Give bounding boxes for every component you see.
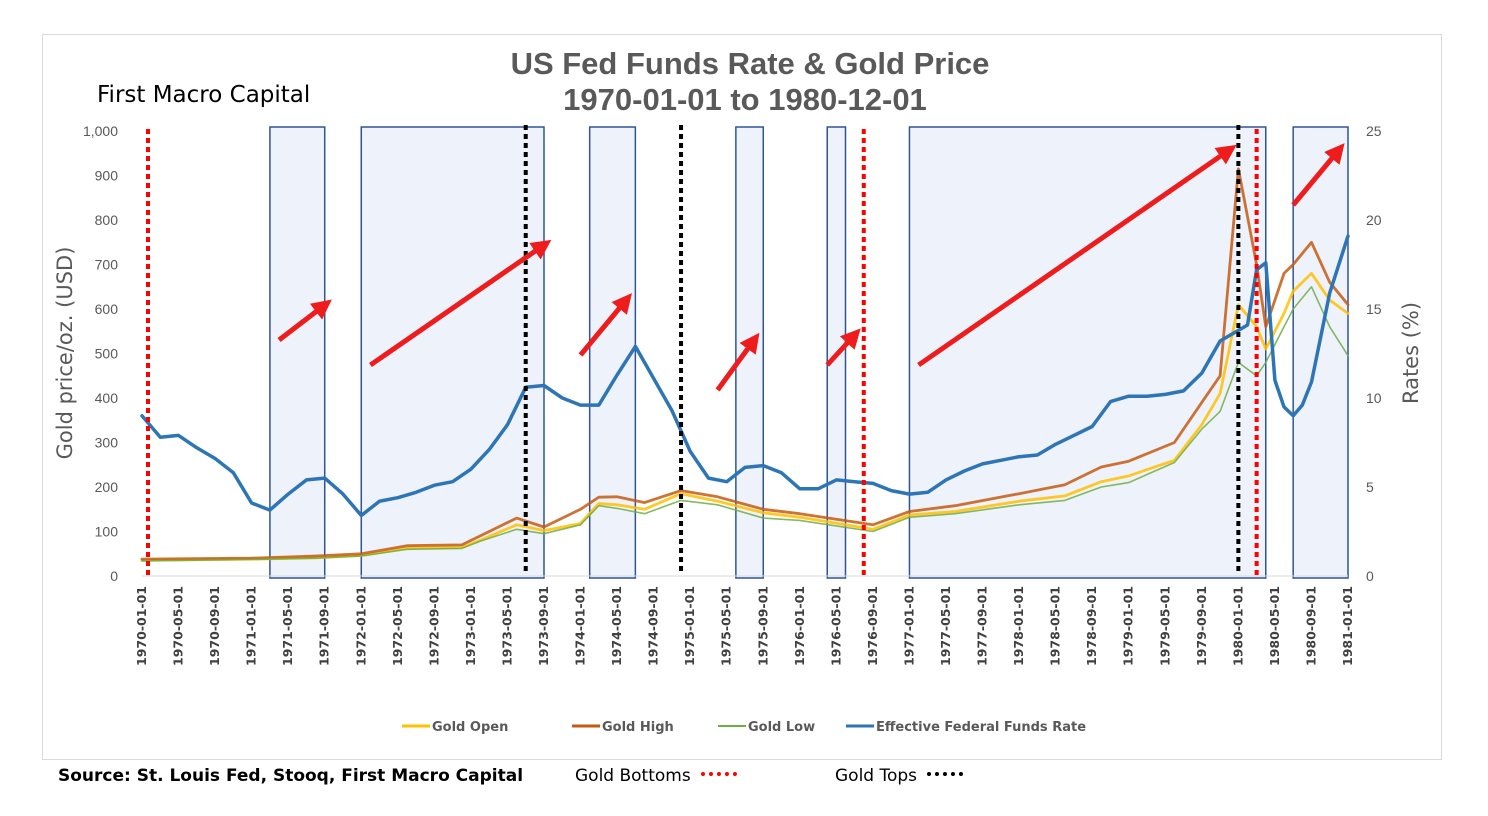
y-tick-label: 0 xyxy=(110,568,118,584)
x-tick-label: 1972-09-01 xyxy=(426,586,441,666)
x-tick-label: 1979-09-01 xyxy=(1194,586,1209,666)
y-tick-label: 1,000 xyxy=(83,123,118,139)
source-note: Source: St. Louis Fed, Stooq, First Macr… xyxy=(58,766,524,786)
x-tick-label: 1975-09-01 xyxy=(755,586,770,666)
series-line-effective-federal-funds-rate xyxy=(140,234,1350,518)
x-tick-label: 1980-09-01 xyxy=(1304,586,1319,666)
event-markers xyxy=(146,125,1259,578)
chart-title: US Fed Funds Rate & Gold Price xyxy=(511,46,990,81)
brand-label: First Macro Capital xyxy=(97,82,310,108)
y-tick-label: 600 xyxy=(95,301,119,317)
x-tick-label: 1974-01-01 xyxy=(573,586,588,666)
chart-subtitle: 1970-01-01 to 1980-12-01 xyxy=(563,82,927,117)
x-tick-label: 1973-09-01 xyxy=(536,586,551,666)
shaded-period-7 xyxy=(1292,126,1349,579)
y-axis-ticks: 0 100 200 300 400 500 600 700 800 900 1,000 xyxy=(83,123,118,584)
x-tick-label: 1970-01-01 xyxy=(134,586,149,666)
x-tick-label: 1974-09-01 xyxy=(646,586,661,666)
series-line-gold-low xyxy=(141,285,1349,562)
x-tick-label: 1971-09-01 xyxy=(317,586,332,666)
legend: Gold Open Gold High Gold Low Effective Fede… xyxy=(402,720,1086,735)
x-tick-label: 1979-05-01 xyxy=(1157,586,1172,666)
x-tick-label: 1973-01-01 xyxy=(463,586,478,666)
series-lines xyxy=(140,167,1350,562)
y2-axis-ticks: 0 5 10 15 20 25 xyxy=(1366,123,1382,584)
trend-arrow-2 xyxy=(368,239,552,368)
x-tick-label: 1975-01-01 xyxy=(682,586,697,666)
x-tick-label: 1977-01-01 xyxy=(902,586,917,666)
trend-arrow-1 xyxy=(277,299,332,342)
x-tick-label: 1977-05-01 xyxy=(938,586,953,666)
y-tick-label: 200 xyxy=(95,479,119,495)
legend-label: Effective Federal Funds Rate xyxy=(876,720,1086,735)
chart-frame xyxy=(42,34,1442,760)
series-line-gold-open xyxy=(140,271,1350,562)
shaded-period-3 xyxy=(588,126,637,579)
shaded-period-1 xyxy=(269,126,326,579)
trend-arrow-7 xyxy=(1291,143,1345,207)
x-tick-label: 1976-01-01 xyxy=(792,586,807,666)
y-axis-title: Gold price/oz. (USD) xyxy=(53,247,77,460)
x-tick-label: 1971-01-01 xyxy=(244,586,259,666)
gold-tops-key: Gold Tops xyxy=(835,766,964,786)
x-tick-label: 1972-01-01 xyxy=(353,586,368,666)
y-tick-label: 800 xyxy=(95,212,119,228)
black-dotted-line-sample xyxy=(927,772,964,776)
x-tick-label: 1970-09-01 xyxy=(207,586,222,666)
x-tick-label: 1976-05-01 xyxy=(828,586,843,666)
trend-arrow-4 xyxy=(715,332,760,392)
x-tick-label: 1980-01-01 xyxy=(1230,586,1245,666)
series-line-gold-high xyxy=(140,167,1350,561)
x-tick-label: 1978-09-01 xyxy=(1084,586,1099,666)
footer: Source: St. Louis Fed, Stooq, First Macr… xyxy=(0,766,1488,796)
trend-arrow-5 xyxy=(825,328,861,367)
legend-label: Gold Open xyxy=(432,720,508,735)
gold-tops-label: Gold Tops xyxy=(835,766,918,786)
y-tick-label: 400 xyxy=(95,390,119,406)
y2-tick-label: 0 xyxy=(1366,568,1374,584)
y2-tick-label: 5 xyxy=(1366,479,1374,495)
y-tick-label: 700 xyxy=(95,257,119,273)
y2-axis-title: Rates (%) xyxy=(1399,302,1423,404)
x-tick-label: 1973-05-01 xyxy=(500,586,515,666)
y2-tick-label: 20 xyxy=(1366,212,1382,228)
x-tick-label: 1980-05-01 xyxy=(1267,586,1282,666)
x-tick-label: 1971-05-01 xyxy=(280,586,295,666)
y2-tick-label: 10 xyxy=(1366,390,1382,406)
y-tick-label: 500 xyxy=(95,346,119,362)
shaded-periods xyxy=(269,126,1349,579)
x-tick-label: 1981-01-01 xyxy=(1340,586,1355,666)
x-tick-label: 1970-05-01 xyxy=(171,586,186,666)
x-tick-label: 1978-05-01 xyxy=(1048,586,1063,666)
red-dotted-line-sample xyxy=(700,772,737,776)
x-tick-label: 1972-05-01 xyxy=(390,586,405,666)
x-tick-label: 1974-05-01 xyxy=(609,586,624,666)
x-tick-label: 1979-01-01 xyxy=(1121,586,1136,666)
y2-tick-label: 25 xyxy=(1366,123,1382,139)
gold-bottoms-key: Gold Bottoms xyxy=(575,766,737,786)
x-tick-label: 1976-09-01 xyxy=(865,586,880,666)
y2-tick-label: 15 xyxy=(1366,301,1382,317)
trend-arrows xyxy=(277,143,1345,392)
y-tick-label: 100 xyxy=(95,524,119,540)
trend-arrow-6 xyxy=(917,144,1237,368)
x-tick-label: 1975-05-01 xyxy=(719,586,734,666)
legend-label: Gold Low xyxy=(748,720,815,735)
y-tick-label: 300 xyxy=(95,435,119,451)
legend-label: Gold High xyxy=(602,720,674,735)
trend-arrow-3 xyxy=(578,293,632,357)
gold-bottoms-label: Gold Bottoms xyxy=(575,766,691,786)
y-tick-label: 900 xyxy=(95,168,119,184)
x-tick-label: 1977-09-01 xyxy=(975,586,990,666)
x-tick-label: 1978-01-01 xyxy=(1011,586,1026,666)
x-axis-ticks: 1970-01-01 1970-05-01 1970-09-01 1971-01-01… xyxy=(134,586,1355,666)
